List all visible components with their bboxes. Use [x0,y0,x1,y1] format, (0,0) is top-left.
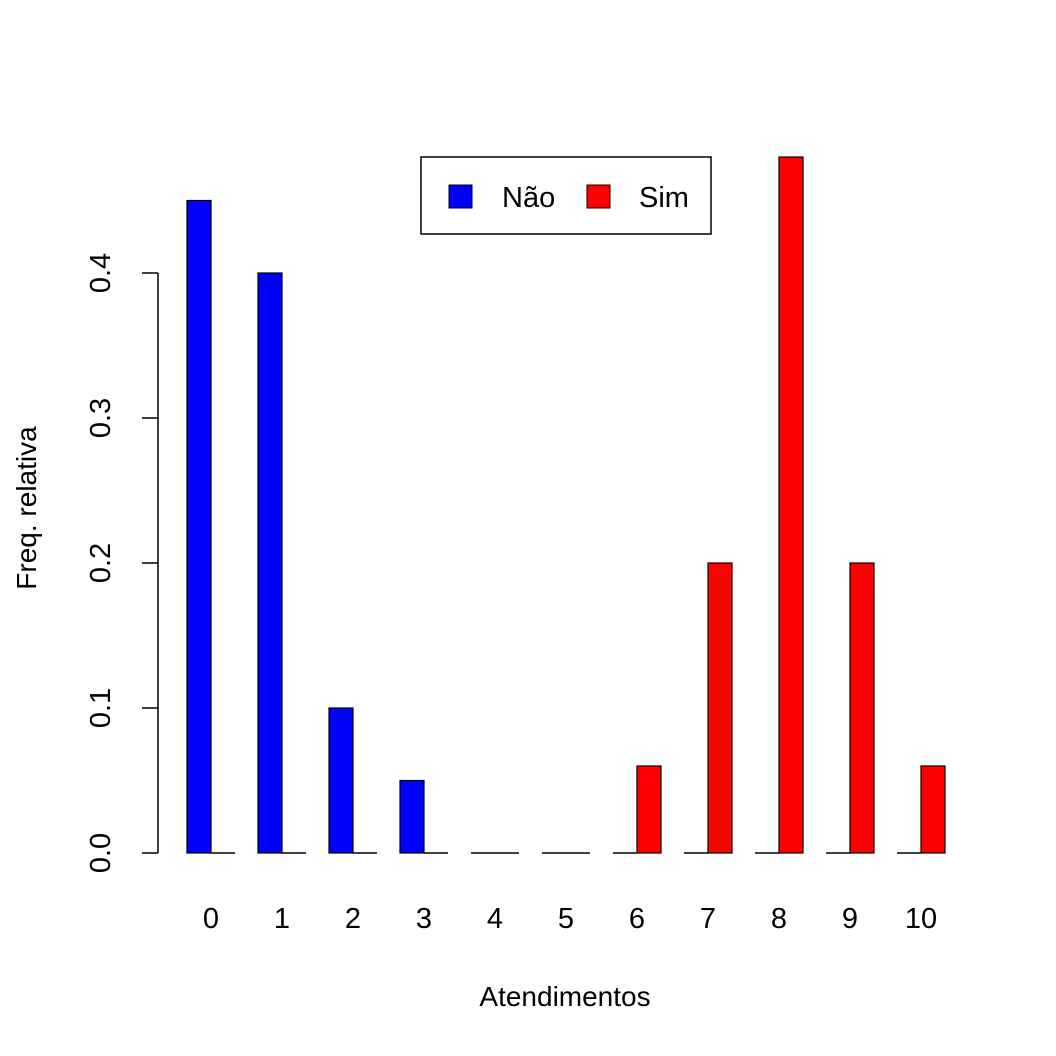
bars [186,156,946,854]
y-tick-label: 0.0 [85,833,117,873]
x-tick-label: 1 [274,903,290,935]
x-tick-label: 9 [842,903,858,935]
x-tick-label: 10 [905,903,937,935]
x-tick-label: 5 [558,903,574,935]
x-tick-labels: 0 1 2 3 4 5 6 7 8 9 10 [203,903,937,935]
y-axis: 0.0 0.1 0.2 0.3 0.4 [85,253,159,873]
legend: Não Sim [420,156,712,235]
x-tick-label: 0 [203,903,219,935]
legend-label-sim: Sim [639,182,689,214]
y-tick-label: 0.1 [85,688,117,728]
x-tick-label: 8 [771,903,787,935]
x-tick-label: 4 [487,903,503,935]
x-tick-label: 3 [416,903,432,935]
bar-sim-10 [920,765,946,854]
y-tick-label: 0.2 [85,543,117,583]
y-axis-title: Freq. relativa [11,426,42,590]
x-tick-label: 2 [345,903,361,935]
bar-nao-3 [399,779,425,854]
bar-sim-6 [636,765,662,854]
x-axis-title: Atendimentos [479,981,650,1012]
bar-sim-8 [778,156,804,854]
bar-nao-0 [186,199,212,854]
bar-sim-9 [849,562,875,854]
x-tick-label: 7 [700,903,716,935]
legend-label-nao: Não [502,182,555,214]
bar-sim-7 [707,562,733,854]
legend-swatch-nao [448,184,473,209]
y-tick-label: 0.3 [85,398,117,438]
bar-nao-2 [328,707,354,854]
y-tick-label: 0.4 [85,253,117,293]
legend-swatch-sim [586,184,611,209]
x-tick-label: 6 [629,903,645,935]
bar-nao-1 [257,272,283,854]
